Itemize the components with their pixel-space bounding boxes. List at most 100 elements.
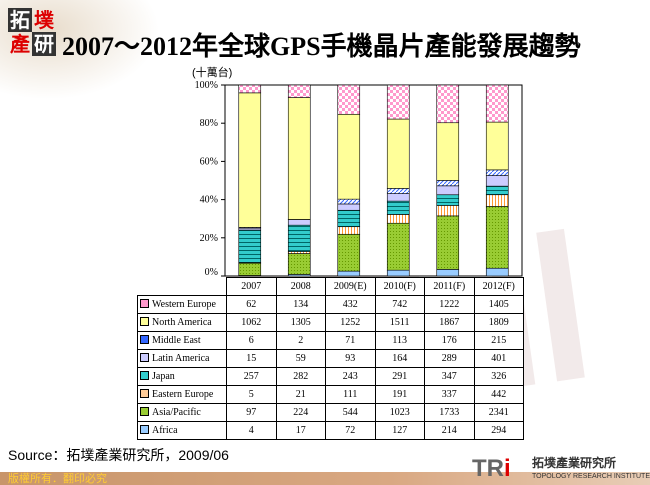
logo-char: 產 xyxy=(10,32,30,56)
series-name: Latin America xyxy=(152,353,210,364)
bar-segment-latin-america xyxy=(485,175,509,187)
legend-swatch xyxy=(140,353,149,362)
table-cell: 191 xyxy=(374,385,425,404)
bar-segment-middle-east xyxy=(436,180,460,187)
bar-segment-north-america xyxy=(337,113,361,200)
bar-segment-latin-america xyxy=(386,193,410,202)
bar-segment-western-europe xyxy=(287,84,311,98)
bar-segment-western-europe xyxy=(485,84,509,123)
table-row: Latin America 15 59 93 164 289 401 xyxy=(137,349,524,368)
table-cell: 337 xyxy=(424,385,475,404)
bar-segment-asia-pacific xyxy=(386,222,410,271)
table-cell: 326 xyxy=(473,367,524,386)
table-row: Asia/Pacific 97 224 544 1023 1733 2341 xyxy=(137,403,524,422)
table-corner xyxy=(138,278,227,296)
table-cell: 134 xyxy=(275,295,326,314)
table-cell: 4 xyxy=(226,421,277,440)
table-cell: 1511 xyxy=(374,313,425,332)
bar-segment-latin-america xyxy=(337,203,361,211)
legend-entry: Middle East xyxy=(137,331,227,350)
table-cell: 432 xyxy=(325,295,376,314)
legend-entry: Asia/Pacific xyxy=(137,403,227,422)
bar-segment-eastern-europe xyxy=(337,226,361,235)
bar-segment-north-america xyxy=(386,118,410,189)
table-row: Japan 257 282 243 291 347 326 xyxy=(137,367,524,386)
table-header: 2009(E) xyxy=(325,277,376,296)
legend-entry: Latin America xyxy=(137,349,227,368)
legend-swatch xyxy=(140,371,149,380)
tri-logo: TRi xyxy=(472,455,511,482)
table-cell: 97 xyxy=(226,403,277,422)
bar-segment-asia-pacific xyxy=(485,206,509,269)
table-cell: 294 xyxy=(473,421,524,440)
table-cell: 1867 xyxy=(424,313,475,332)
table-cell: 21 xyxy=(275,385,326,404)
legend-swatch xyxy=(140,407,149,416)
bar-segment-japan xyxy=(386,200,410,215)
bar-segment-eastern-europe xyxy=(436,205,460,217)
table-cell: 17 xyxy=(275,421,326,440)
brand-en: TOPOLOGY RESEARCH INSTITUTE xyxy=(532,473,650,480)
table-cell: 93 xyxy=(325,349,376,368)
table-row: North America 1062 1305 1252 1511 1867 1809 xyxy=(137,313,524,332)
bar-segment-north-america xyxy=(238,92,262,228)
footer-bar xyxy=(0,472,650,485)
legend-swatch xyxy=(140,425,149,434)
plot-area xyxy=(224,84,523,277)
bar-segment-asia-pacific xyxy=(287,253,311,275)
table-cell: 1733 xyxy=(424,403,475,422)
table-cell: 59 xyxy=(275,349,326,368)
table-cell: 215 xyxy=(473,331,524,350)
bar-segment-asia-pacific xyxy=(337,233,361,272)
table-cell: 5 xyxy=(226,385,277,404)
table-cell: 1305 xyxy=(275,313,326,332)
table-cell: 15 xyxy=(226,349,277,368)
series-name: Western Europe xyxy=(152,299,216,310)
table-cell: 72 xyxy=(325,421,376,440)
bar-segment-eastern-europe xyxy=(386,214,410,224)
table-cell: 742 xyxy=(374,295,425,314)
bar-segment-latin-america xyxy=(287,219,311,226)
bar-segment-western-europe xyxy=(436,84,460,124)
series-name: Eastern Europe xyxy=(152,389,214,400)
table-cell: 291 xyxy=(374,367,425,386)
table-header: 2012(F) xyxy=(473,277,524,296)
bar-segment-north-america xyxy=(436,122,460,181)
table-cell: 127 xyxy=(374,421,425,440)
table-row: Western Europe 62 134 432 742 1222 1405 xyxy=(137,295,524,314)
table-cell: 401 xyxy=(473,349,524,368)
bar-segment-western-europe xyxy=(337,84,361,115)
table-cell: 544 xyxy=(325,403,376,422)
table-cell: 113 xyxy=(374,331,425,350)
logo-char: 墣 xyxy=(34,8,54,32)
legend-entry: Africa xyxy=(137,421,227,440)
bar-segment-japan xyxy=(287,224,311,252)
copyright: 版權所有．翻印必究 xyxy=(8,472,107,485)
table-cell: 282 xyxy=(275,367,326,386)
series-name: Japan xyxy=(152,371,175,382)
legend-swatch xyxy=(140,317,149,326)
table-cell: 2341 xyxy=(473,403,524,422)
table-cell: 111 xyxy=(325,385,376,404)
table-cell: 214 xyxy=(424,421,475,440)
bar-segment-japan xyxy=(238,229,262,263)
y-tick-label: 60% xyxy=(200,156,218,167)
bar-segment-asia-pacific xyxy=(436,215,460,270)
data-table: 2007 2008 2009(E) 2010(F) 2011(F) 2012(F) West… xyxy=(137,277,524,440)
table-cell: 1252 xyxy=(325,313,376,332)
bar-segment-africa xyxy=(436,269,460,277)
table-cell: 347 xyxy=(424,367,475,386)
bar-segment-japan xyxy=(436,194,460,206)
bar-segment-middle-east xyxy=(337,198,361,205)
table-cell: 289 xyxy=(424,349,475,368)
series-name: Middle East xyxy=(152,335,201,346)
table-row: Eastern Europe 5 21 111 191 337 442 xyxy=(137,385,524,404)
table-cell: 164 xyxy=(374,349,425,368)
page-title: 2007～2012年全球GPS手機晶片產能發展趨勢 xyxy=(62,32,581,61)
logo: 拓墣產研 xyxy=(8,8,56,56)
bar-segment-asia-pacific xyxy=(238,262,262,276)
logo-char: 研 xyxy=(32,32,56,56)
y-tick-label: 100% xyxy=(195,80,218,91)
y-tick-label: 80% xyxy=(200,118,218,129)
